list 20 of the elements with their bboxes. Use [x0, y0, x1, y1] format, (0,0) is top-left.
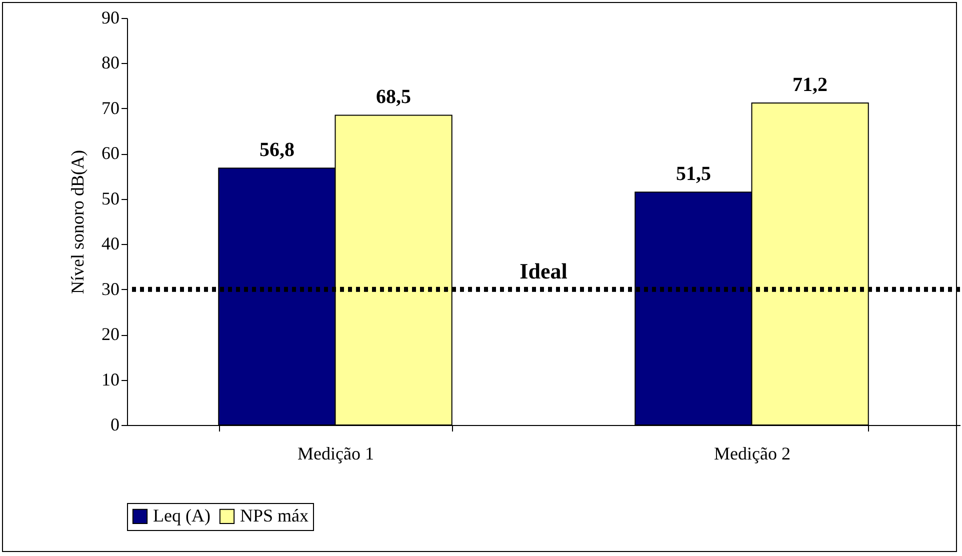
y-tick-label: 10	[102, 369, 120, 390]
data-label: 68,5	[376, 86, 412, 108]
y-tick-label: 30	[102, 278, 120, 299]
ref-line-label: Ideal	[520, 258, 568, 284]
legend-label: Leq (A)	[153, 505, 210, 526]
x-tick-label: Medição 2	[714, 444, 790, 464]
data-label: 56,8	[259, 139, 294, 162]
y-tick-label: 0	[110, 414, 120, 434]
y-tick-label: 90	[102, 8, 120, 28]
y-tick-label: 40	[102, 234, 120, 254]
legend-label: NPS máx	[240, 505, 309, 526]
y-axis-title: Nível sonoro dB(A)	[68, 150, 88, 294]
data-label: 71,2	[792, 74, 828, 96]
y-tick-label: 50	[102, 188, 120, 208]
y-tick-label: 20	[102, 324, 120, 344]
y-tick-label: 70	[102, 98, 120, 118]
y-tick-label: 80	[102, 52, 120, 73]
data-label: 51,5	[676, 163, 711, 186]
x-tick-label: Medição 1	[298, 444, 374, 464]
y-tick-label: 60	[102, 143, 120, 164]
